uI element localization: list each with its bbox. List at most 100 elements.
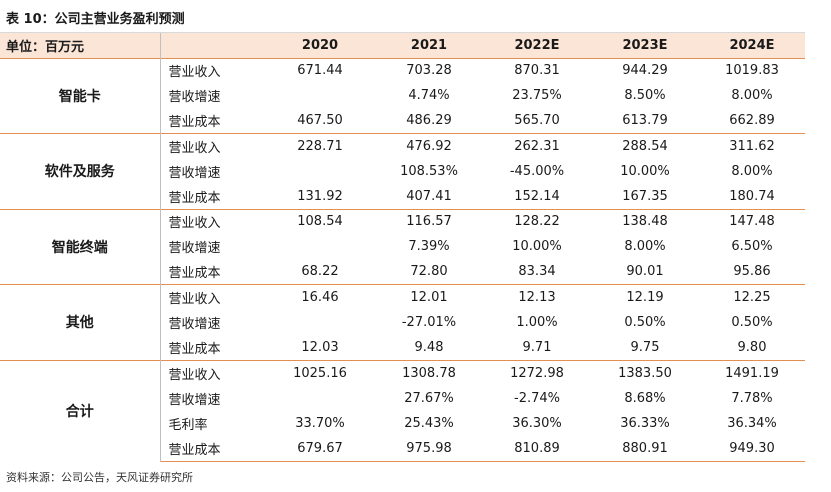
metric-label: 营收增速 [168,165,221,181]
table-row: 营收增速 -27.01% 1.00% 0.50% 0.50% [0,310,805,335]
value-cell: 9.75 [591,335,699,361]
value-cell: 180.74 [699,183,805,210]
value-cell: 8.50% [624,88,666,104]
value-cell: 27.67% [404,390,454,406]
year-header: 2023E [622,37,668,53]
table-body: 智能卡 营业收入 671.44 703.28 870.31 944.29 1019.83 营收… [0,57,805,462]
value-cell: 108.54 [265,208,375,235]
value-cell: 949.30 [699,435,805,462]
source-note: 资料来源：公司公告，天风证券研究所 [6,471,193,484]
value-cell: 9.80 [699,335,805,361]
value-cell: 1.00% [516,314,558,330]
table-row: 营业成本 12.03 9.48 9.71 9.75 9.80 [0,335,805,361]
metric-label: 营业收入 [160,284,265,310]
metric-label: 营收增速 [168,90,221,106]
value-cell: 12.19 [591,284,699,310]
year-header: 2021 [410,37,448,53]
value-cell: 9.71 [483,335,591,361]
segment-name: 智能卡 [0,57,161,134]
value-cell: 880.91 [591,435,699,462]
value-cell: 1272.98 [483,359,591,386]
value-cell: 0.50% [624,314,666,330]
year-header: 2022E [514,37,560,53]
value-cell: 613.79 [591,108,699,135]
value-cell: 12.03 [265,335,375,361]
table-row: 营收增速 27.67% -2.74% 8.68% 7.78% [0,385,805,410]
value-cell: 7.78% [731,390,773,406]
metric-label: 营收增速 [168,316,221,332]
metric-label: 营业成本 [160,108,265,135]
segment-name: 软件及服务 [0,133,161,210]
table-row: 营业成本 679.67 975.98 810.89 880.91 949.30 [0,435,805,462]
value-cell: 6.50% [731,239,773,255]
value-cell: 95.86 [699,259,805,286]
value-cell: 1308.78 [375,359,483,386]
value-cell [265,83,375,108]
value-cell: 8.00% [731,163,773,179]
value-cell: 8.00% [624,239,666,255]
value-cell: 116.57 [375,208,483,235]
segment-name: 智能终端 [0,208,161,285]
metric-label: 营业收入 [160,359,265,386]
value-cell: 33.70% [295,415,345,431]
value-cell: 108.53% [400,163,458,179]
value-cell: -45.00% [509,163,565,179]
value-cell: 7.39% [408,239,450,255]
table-title: 表 10：公司主营业务盈利预测 [6,12,185,27]
segment-name: 其他 [0,284,161,361]
value-cell: 25.43% [404,415,454,431]
table-row: 毛利率 33.70% 25.43% 36.30% 36.33% 36.34% [0,411,805,436]
value-cell: 1383.50 [591,359,699,386]
value-cell: 679.67 [265,435,375,462]
value-cell: 703.28 [375,57,483,84]
value-cell: 90.01 [591,259,699,286]
value-cell: 72.80 [375,259,483,286]
metric-label: 营业成本 [160,183,265,210]
value-cell: 152.14 [483,183,591,210]
value-cell: 975.98 [375,435,483,462]
forecast-table: 单位：百万元 2020 2021 2022E 2023E 2024E 智能卡 营业… [0,33,805,462]
value-cell: 1019.83 [699,57,805,84]
value-cell [265,310,375,335]
value-cell: 131.92 [265,183,375,210]
metric-label: 营业成本 [160,435,265,462]
table-row: 智能终端 营业收入 108.54 116.57 128.22 138.48 147.48 [0,208,805,285]
value-cell: 83.34 [483,259,591,286]
value-cell: 4.74% [408,88,450,104]
value-cell: 12.13 [483,284,591,310]
value-cell: 9.48 [375,335,483,361]
metric-label: 营业收入 [160,133,265,159]
value-cell: 467.50 [265,108,375,135]
value-cell: 8.00% [731,88,773,104]
table-row: 营收增速 7.39% 10.00% 8.00% 6.50% [0,234,805,259]
table-row: 智能卡 营业收入 671.44 703.28 870.31 944.29 1019.83 [0,57,805,134]
value-cell [265,234,375,259]
metric-label: 营业成本 [160,335,265,361]
value-cell: 1491.19 [699,359,805,386]
value-cell: 147.48 [699,208,805,235]
value-cell: 10.00% [620,163,670,179]
value-cell: 23.75% [512,88,562,104]
year-header: 2024E [729,37,775,53]
segment-name: 合计 [0,359,161,461]
value-cell [265,159,375,184]
value-cell: 262.31 [483,133,591,159]
value-cell: 476.92 [375,133,483,159]
value-cell: 12.01 [375,284,483,310]
value-cell: 228.71 [265,133,375,159]
value-cell: 10.00% [512,239,562,255]
value-cell: 944.29 [591,57,699,84]
table-row: 营业成本 131.92 407.41 152.14 167.35 180.74 [0,183,805,210]
value-cell: 36.30% [512,415,562,431]
value-cell: 138.48 [591,208,699,235]
value-cell: 671.44 [265,57,375,84]
value-cell: -27.01% [401,314,457,330]
value-cell: 36.33% [620,415,670,431]
unit-header: 单位：百万元 [0,33,161,58]
value-cell: -2.74% [514,390,560,406]
value-cell: 128.22 [483,208,591,235]
value-cell: 167.35 [591,183,699,210]
metric-label: 营业成本 [160,259,265,286]
value-cell: 311.62 [699,133,805,159]
value-cell: 68.22 [265,259,375,286]
